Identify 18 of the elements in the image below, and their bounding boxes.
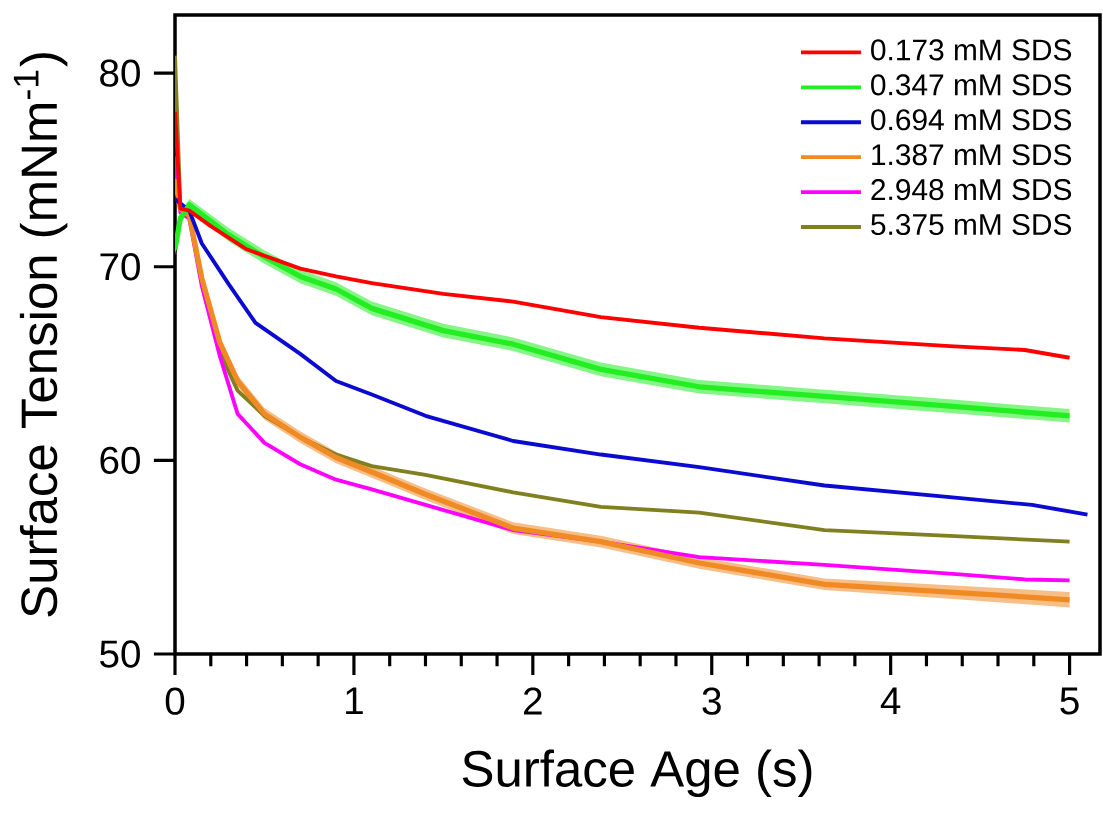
legend-label: 0.347 mM SDS [871, 74, 1072, 96]
y-tick-label: 60 [100, 446, 140, 475]
legend-label: 2.948 mM SDS [871, 179, 1072, 201]
y-tick-label: 70 [100, 253, 140, 281]
x-tick-label: 3 [702, 687, 721, 715]
legend-label: 5.375 mM SDS [871, 213, 1072, 236]
legend-label: 1.387 mM SDS [872, 144, 1072, 166]
x-axis-title: Surface Age (s) [462, 749, 812, 798]
x-tick-label: 2 [524, 687, 542, 715]
legend-label: 0.694 mM SDS [871, 109, 1072, 131]
y-axis-title: Surface Tension (mNm$^{-1}$) [13, 53, 68, 617]
x-tick-label: 4 [880, 687, 901, 715]
x-tick-label: 1 [346, 687, 363, 715]
y-tick-label: 80 [100, 59, 140, 87]
legend-label: 0.173 mM SDS [871, 39, 1072, 61]
y-tick-label: 50 [100, 640, 140, 668]
x-tick-label: 0 [165, 687, 185, 715]
x-tick-label: 5 [1060, 687, 1079, 715]
